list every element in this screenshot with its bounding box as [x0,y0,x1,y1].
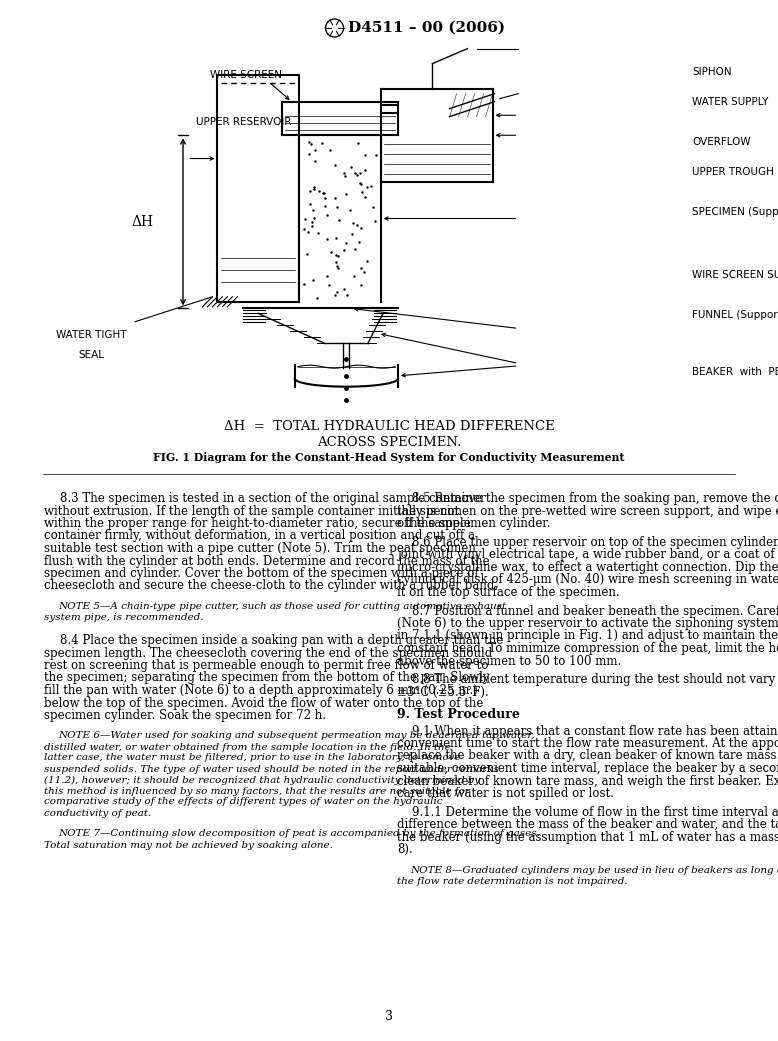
Text: 9. Test Procedure: 9. Test Procedure [397,708,520,721]
Text: the flow rate determination is not impaired.: the flow rate determination is not impai… [397,877,627,886]
Text: convenient time to start the flow rate measurement. At the appointed time,: convenient time to start the flow rate m… [397,737,778,750]
Text: container firmly, without deformation, in a vertical position and cut off a: container firmly, without deformation, i… [44,530,475,542]
Text: the beaker (using the assumption that 1 mL of water has a mass of 1 g) (Note: the beaker (using the assumption that 1 … [397,831,778,844]
Text: ΔH  =  TOTAL HYDRAULIC HEAD DIFFERENCE: ΔH = TOTAL HYDRAULIC HEAD DIFFERENCE [223,420,555,433]
Text: comparative study of the effects of different types of water on the hydraulic: comparative study of the effects of diff… [44,797,443,807]
Text: 8.5 Remove the specimen from the soaking pan, remove the cheesecloth, place: 8.5 Remove the specimen from the soaking… [412,492,778,505]
Text: 8.6 Place the upper reservoir on top of the specimen cylinder and seal the: 8.6 Place the upper reservoir on top of … [412,536,778,549]
Text: WATER SUPPLY: WATER SUPPLY [692,97,769,107]
Text: 8.8 The ambient temperature during the test should not vary by more than: 8.8 The ambient temperature during the t… [412,674,778,686]
Text: suitable test section with a pipe cutter (Note 5). Trim the peat specimen: suitable test section with a pipe cutter… [44,542,476,555]
Text: difference between the mass of the beaker and water, and the tare mass of: difference between the mass of the beake… [397,818,778,832]
Text: the specimen on the pre-wetted wire screen support, and wipe excess water: the specimen on the pre-wetted wire scre… [397,505,778,517]
Text: ACROSS SPECIMEN.: ACROSS SPECIMEN. [317,436,461,449]
Text: NOTE 5—A chain-type pipe cutter, such as those used for cutting automotive exhau: NOTE 5—A chain-type pipe cutter, such as… [58,602,506,611]
Text: care that water is not spilled or lost.: care that water is not spilled or lost. [397,787,614,799]
Text: below the top of the specimen. Avoid the flow of water onto the top of the: below the top of the specimen. Avoid the… [44,696,484,710]
Text: 8.7 Position a funnel and beaker beneath the specimen. Carefully add water: 8.7 Position a funnel and beaker beneath… [412,605,778,617]
Text: FIG. 1 Diagram for the Constant-Head System for Conductivity Measurement: FIG. 1 Diagram for the Constant-Head Sys… [153,452,625,463]
Text: 8.4 Place the specimen inside a soaking pan with a depth greater than the: 8.4 Place the specimen inside a soaking … [60,634,503,648]
Text: micro-crystalline wax, to effect a watertight connection. Dip the: micro-crystalline wax, to effect a water… [397,561,778,574]
Text: suitable, convenient time interval, replace the beaker by a second dry,: suitable, convenient time interval, repl… [397,762,778,775]
Text: system pipe, is recommended.: system pipe, is recommended. [44,613,204,623]
Text: conductivity of peat.: conductivity of peat. [44,809,152,817]
Text: SEAL: SEAL [79,350,105,360]
Text: 9.1 When it appears that a constant flow rate has been attained, set a: 9.1 When it appears that a constant flow… [412,725,778,737]
Text: specimen and cylinder. Cover the bottom of the specimen with a piece of: specimen and cylinder. Cover the bottom … [44,567,479,580]
Text: latter case, the water must be filtered, prior to use in the laboratory, to remo: latter case, the water must be filtered,… [44,754,461,762]
Text: distilled water, or water obtained from the sample location in the field. In the: distilled water, or water obtained from … [44,742,451,752]
Text: D4511 – 00 (2006): D4511 – 00 (2006) [348,21,505,35]
Text: 8.3 The specimen is tested in a section of the original sample container: 8.3 The specimen is tested in a section … [60,492,485,505]
Text: clean beaker of known tare mass, and weigh the first beaker. Exercise great: clean beaker of known tare mass, and wei… [397,775,778,787]
Text: BEAKER  with  PERCOLATE: BEAKER with PERCOLATE [692,366,778,377]
Text: (Note 6) to the upper reservoir to activate the siphoning system discussed: (Note 6) to the upper reservoir to activ… [397,617,778,630]
Text: UPPER RESERVOIR: UPPER RESERVOIR [196,117,292,127]
Text: within the proper range for height-to-diameter ratio, secure the sample: within the proper range for height-to-di… [44,517,471,530]
Text: UPPER TROUGH: UPPER TROUGH [692,167,774,177]
Text: specimen cylinder. Soak the specimen for 72 h.: specimen cylinder. Soak the specimen for… [44,709,326,722]
Text: 8).: 8). [397,843,412,857]
Text: Total saturation may not be achieved by soaking alone.: Total saturation may not be achieved by … [44,840,333,849]
Text: in 7.1.1 (shown in principle in Fig. 1) and adjust to maintain the desired: in 7.1.1 (shown in principle in Fig. 1) … [397,630,778,642]
Text: NOTE 6—Water used for soaking and subsequent permeation may be deaerated tap wat: NOTE 6—Water used for soaking and subseq… [58,732,534,740]
Text: WIRE SCREEN: WIRE SCREEN [210,71,282,80]
Text: NOTE 8—Graduated cylinders may be used in lieu of beakers as long as the accurac: NOTE 8—Graduated cylinders may be used i… [410,866,778,874]
Text: the specimen; separating the specimen from the bottom of the pan. Slowly: the specimen; separating the specimen fr… [44,671,490,685]
Text: cylindrical disk of 425-μm (No. 40) wire mesh screening in water, and place: cylindrical disk of 425-μm (No. 40) wire… [397,574,778,586]
Text: cheesecloth and secure the cheese-cloth to the cylinder with a rubber band.: cheesecloth and secure the cheese-cloth … [44,580,499,592]
Text: specimen length. The cheesecloth covering the end of the specimen should: specimen length. The cheesecloth coverin… [44,646,492,660]
Text: SIPHON: SIPHON [692,67,732,77]
Text: suspended solids. The type of water used should be noted in the report under rem: suspended solids. The type of water used… [44,764,499,773]
Text: fill the pan with water (Note 6) to a depth approximately 6 mm (0.25 in.): fill the pan with water (Note 6) to a de… [44,684,478,697]
Text: ±3°C (±5.5°F).: ±3°C (±5.5°F). [397,686,489,699]
Text: OVERFLOW: OVERFLOW [692,137,751,147]
Text: 9.1.1 Determine the volume of flow in the first time interval as the: 9.1.1 Determine the volume of flow in th… [412,806,778,819]
Text: WIRE SCREEN SUPPORT: WIRE SCREEN SUPPORT [692,270,778,280]
Text: NOTE 7—Continuing slow decomposition of peat is accompanied by the formation of : NOTE 7—Continuing slow decomposition of … [58,830,540,838]
Text: (11.2), however; it should be recognized that hydraulic conductivity determined : (11.2), however; it should be recognized… [44,776,481,785]
Text: constant head. To minimize compression of the peat, limit the head of water: constant head. To minimize compression o… [397,642,778,655]
Text: off the specimen cylinder.: off the specimen cylinder. [397,517,550,530]
Text: replace the beaker with a dry, clean beaker of known tare mass. After some: replace the beaker with a dry, clean bea… [397,750,778,762]
Text: ΔH: ΔH [131,214,153,229]
Text: WATER TIGHT: WATER TIGHT [57,330,127,340]
Text: it on the top surface of the specimen.: it on the top surface of the specimen. [397,586,619,599]
Text: SPECIMEN (Supported): SPECIMEN (Supported) [692,207,778,217]
Text: rest on screening that is permeable enough to permit free flow of water to: rest on screening that is permeable enou… [44,659,489,672]
Text: above the specimen to 50 to 100 mm.: above the specimen to 50 to 100 mm. [397,655,621,667]
Text: 3: 3 [385,1010,393,1022]
Text: this method is influenced by so many factors, that the results are not suitable : this method is influenced by so many fac… [44,787,470,795]
Text: flush with the cylinder at both ends. Determine and record the mass of the: flush with the cylinder at both ends. De… [44,555,490,567]
Text: FUNNEL (Supported): FUNNEL (Supported) [692,310,778,320]
Text: without extrusion. If the length of the sample container initially is not: without extrusion. If the length of the … [44,505,460,517]
Text: joint with vinyl electrical tape, a wide rubber band, or a coat of: joint with vinyl electrical tape, a wide… [397,549,774,561]
